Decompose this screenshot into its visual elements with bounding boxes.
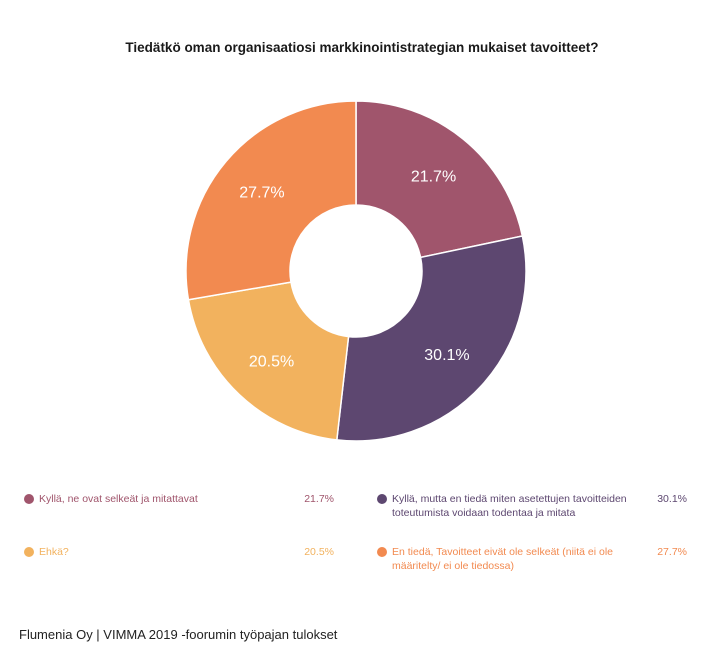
donut-chart: 21.7% 30.1% 20.5% 27.7% [185, 100, 527, 442]
donut-slice-2 [335, 235, 527, 442]
donut-slice-1 [355, 100, 524, 259]
donut-slice-3 [187, 281, 350, 441]
legend-label: Kyllä, ne ovat selkeät ja mitattavat [39, 493, 198, 505]
slice-value-label-4: 27.7% [239, 185, 284, 202]
legend-dot-icon [377, 494, 387, 504]
legend-label: En tiedä, Tavoitteet eivät ole selkeät (… [392, 546, 614, 572]
legend-value: 30.1% [657, 493, 687, 505]
legend-item-2: Kyllä, mutta en tiedä miten asetettujen … [377, 492, 687, 520]
legend-item-3: Ehkä? 20.5% [24, 545, 334, 559]
footer-credit: Flumenia Oy | VIMMA 2019 -foorumin työpa… [19, 627, 338, 642]
legend-dot-icon [24, 547, 34, 557]
legend-label: Ehkä? [39, 546, 69, 558]
chart-title: Tiedätkö oman organisaatiosi markkinoint… [125, 40, 599, 55]
legend-item-4: En tiedä, Tavoitteet eivät ole selkeät (… [377, 545, 687, 573]
slice-value-label-1: 21.7% [411, 168, 456, 185]
legend-value: 27.7% [657, 546, 687, 558]
legend-dot-icon [377, 547, 387, 557]
legend-value: 21.7% [304, 493, 334, 505]
slice-value-label-3: 20.5% [249, 353, 294, 370]
legend-label: Kyllä, mutta en tiedä miten asetettujen … [392, 493, 627, 519]
legend-dot-icon [24, 494, 34, 504]
donut-slice-4 [185, 100, 357, 301]
legend-value: 20.5% [304, 546, 334, 558]
legend-item-1: Kyllä, ne ovat selkeät ja mitattavat 21.7… [24, 492, 334, 506]
slice-value-label-2: 30.1% [424, 347, 469, 364]
